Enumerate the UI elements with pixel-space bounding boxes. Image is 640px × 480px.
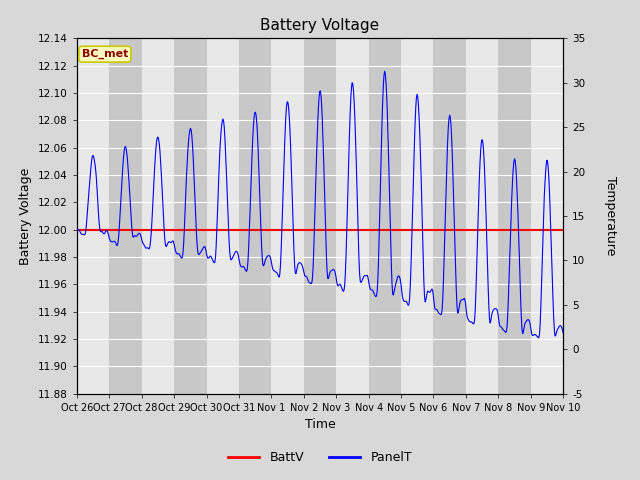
Title: Battery Voltage: Battery Voltage	[260, 18, 380, 33]
Bar	[369, 38, 401, 394]
Bar	[174, 38, 207, 394]
Bar	[239, 38, 271, 394]
Legend: BattV, PanelT: BattV, PanelT	[223, 446, 417, 469]
Y-axis label: Battery Voltage: Battery Voltage	[19, 168, 33, 264]
Y-axis label: Temperature: Temperature	[604, 176, 616, 256]
Bar	[433, 38, 466, 394]
Bar	[304, 38, 336, 394]
Bar	[499, 38, 531, 394]
Bar	[109, 38, 141, 394]
X-axis label: Time: Time	[305, 418, 335, 431]
Text: BC_met: BC_met	[82, 49, 128, 60]
